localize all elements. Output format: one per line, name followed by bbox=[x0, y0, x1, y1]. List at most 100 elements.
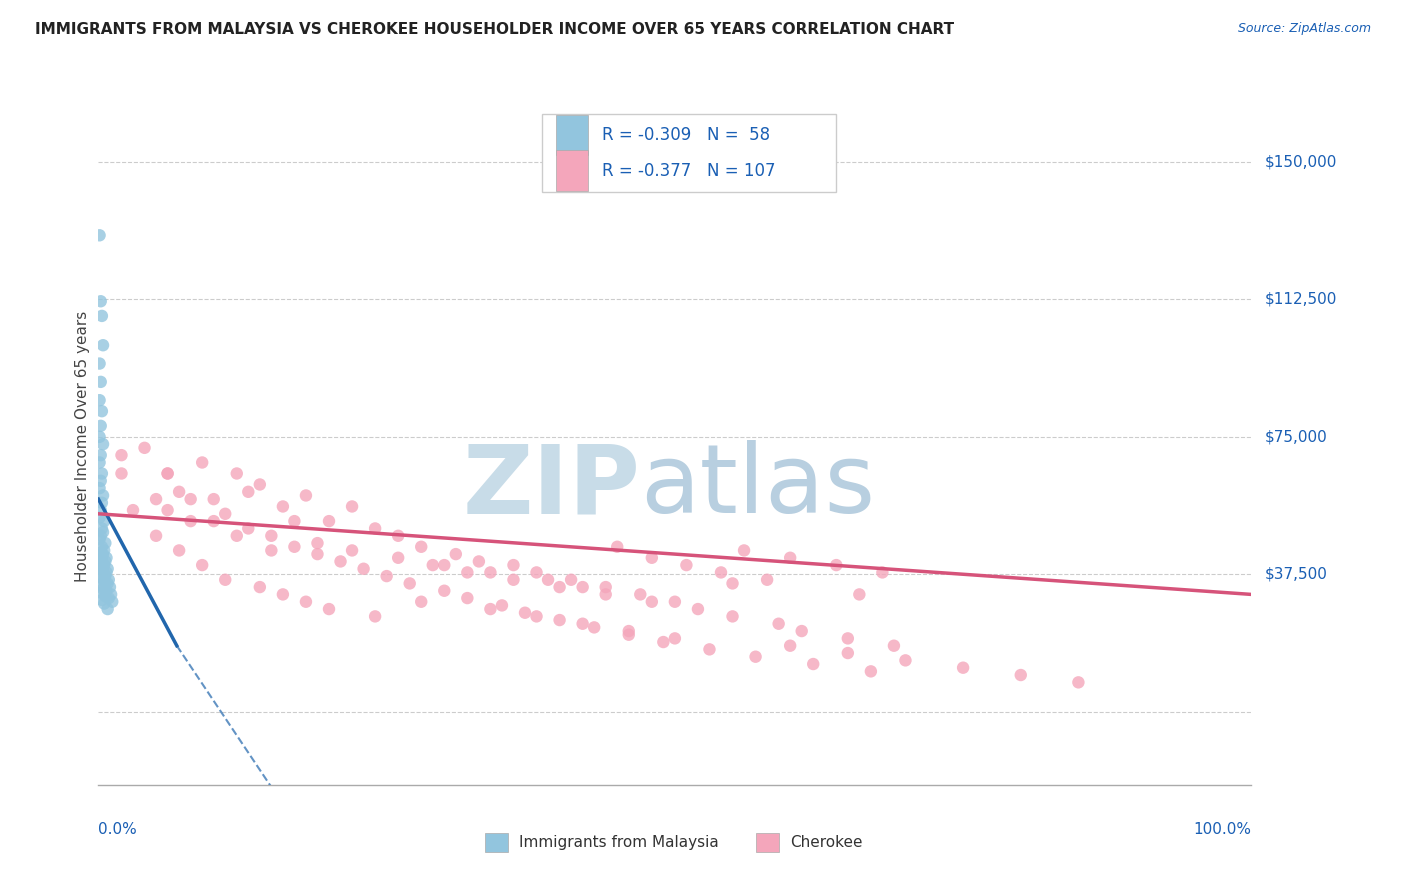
Point bbox=[364, 521, 387, 535]
Point bbox=[90, 294, 112, 309]
Point bbox=[90, 593, 112, 607]
Point bbox=[271, 500, 294, 514]
Text: $37,500: $37,500 bbox=[1265, 566, 1329, 582]
Point bbox=[617, 624, 640, 638]
Point bbox=[502, 558, 524, 573]
Point bbox=[145, 492, 167, 507]
Point bbox=[422, 558, 444, 573]
Point bbox=[249, 477, 271, 491]
Point bbox=[91, 525, 114, 540]
Point bbox=[202, 514, 225, 528]
Point bbox=[353, 562, 375, 576]
Point bbox=[387, 529, 409, 543]
Text: $75,000: $75,000 bbox=[1265, 429, 1329, 444]
Point bbox=[318, 602, 340, 616]
Point bbox=[1010, 668, 1032, 682]
Point bbox=[583, 620, 606, 634]
Point bbox=[295, 595, 318, 609]
Point bbox=[340, 500, 363, 514]
Point bbox=[260, 529, 283, 543]
Point bbox=[444, 547, 467, 561]
Point bbox=[94, 536, 117, 550]
Bar bbox=[755, 833, 779, 852]
Point bbox=[872, 566, 894, 580]
Point bbox=[479, 566, 502, 580]
Text: 100.0%: 100.0% bbox=[1194, 822, 1251, 838]
Text: atlas: atlas bbox=[640, 440, 876, 533]
Point bbox=[97, 591, 120, 605]
Point bbox=[202, 492, 225, 507]
Point bbox=[94, 589, 117, 603]
Point bbox=[468, 554, 491, 568]
Point bbox=[94, 554, 117, 568]
Point bbox=[89, 228, 111, 243]
Point bbox=[91, 547, 114, 561]
Point bbox=[283, 514, 305, 528]
Point bbox=[97, 562, 120, 576]
Point bbox=[156, 467, 179, 481]
Point bbox=[744, 649, 766, 664]
Point bbox=[90, 552, 112, 566]
Point bbox=[214, 507, 236, 521]
Point bbox=[238, 521, 260, 535]
Point bbox=[491, 599, 513, 613]
Point bbox=[952, 661, 974, 675]
Point bbox=[859, 665, 882, 679]
Point bbox=[733, 543, 755, 558]
Point bbox=[91, 582, 114, 596]
Point bbox=[97, 576, 120, 591]
Point bbox=[675, 558, 697, 573]
Point bbox=[94, 569, 117, 583]
Point bbox=[110, 448, 132, 462]
Point bbox=[249, 580, 271, 594]
Point bbox=[537, 573, 560, 587]
Point bbox=[571, 616, 593, 631]
Point bbox=[91, 488, 114, 502]
Point bbox=[595, 580, 617, 594]
Point bbox=[145, 529, 167, 543]
Point bbox=[97, 573, 120, 587]
Point bbox=[89, 430, 111, 444]
Point bbox=[526, 566, 548, 580]
Point bbox=[134, 441, 156, 455]
Point bbox=[90, 467, 112, 481]
Point bbox=[479, 602, 502, 616]
Point bbox=[456, 566, 478, 580]
Point bbox=[90, 529, 112, 543]
Point bbox=[225, 529, 247, 543]
Point bbox=[271, 587, 294, 601]
Point bbox=[90, 567, 112, 582]
Point bbox=[110, 467, 132, 481]
Text: IMMIGRANTS FROM MALAYSIA VS CHEROKEE HOUSEHOLDER INCOME OVER 65 YEARS CORRELATIO: IMMIGRANTS FROM MALAYSIA VS CHEROKEE HOU… bbox=[35, 22, 955, 37]
Point bbox=[548, 613, 571, 627]
Point bbox=[307, 547, 329, 561]
Point bbox=[93, 514, 115, 528]
Point bbox=[90, 556, 112, 570]
Point bbox=[191, 455, 214, 469]
Point bbox=[375, 569, 398, 583]
Point bbox=[664, 595, 686, 609]
Point bbox=[89, 357, 111, 371]
Point bbox=[606, 540, 628, 554]
Point bbox=[837, 632, 859, 646]
Point bbox=[90, 496, 112, 510]
Point bbox=[98, 580, 121, 594]
Point bbox=[191, 558, 214, 573]
Point bbox=[180, 492, 202, 507]
Point bbox=[1067, 675, 1090, 690]
Point bbox=[433, 558, 456, 573]
Point bbox=[91, 437, 114, 451]
Text: ZIP: ZIP bbox=[463, 440, 640, 533]
Point bbox=[883, 639, 905, 653]
Point bbox=[167, 543, 190, 558]
Point bbox=[167, 484, 190, 499]
Point bbox=[90, 418, 112, 433]
Point bbox=[89, 549, 111, 563]
Point bbox=[641, 550, 664, 565]
Point bbox=[122, 503, 145, 517]
Point bbox=[90, 375, 112, 389]
Point bbox=[595, 587, 617, 601]
Bar bbox=[557, 114, 589, 155]
Point bbox=[628, 587, 651, 601]
Point bbox=[96, 566, 118, 580]
